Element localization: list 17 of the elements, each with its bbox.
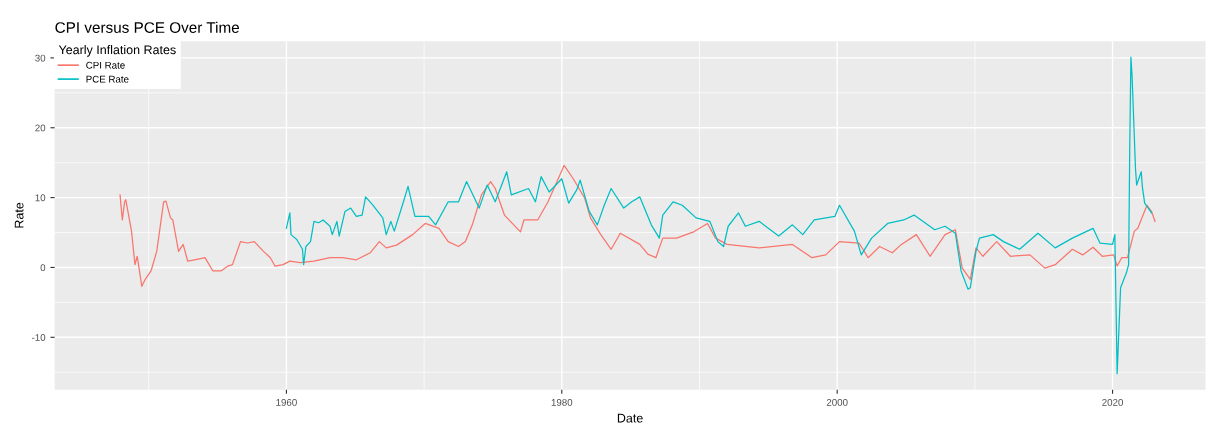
x-tick-label: 1960 bbox=[276, 398, 297, 406]
x-axis-title: Date bbox=[617, 413, 643, 423]
y-tick-label: 20 bbox=[35, 124, 46, 132]
x-tick-label: 2000 bbox=[826, 398, 848, 406]
y-tick-label: -10 bbox=[31, 334, 46, 341]
x-tick-label: 2020 bbox=[1102, 398, 1123, 406]
legend-title: Yearly Inflation Rates bbox=[58, 45, 176, 57]
line-series bbox=[119, 164, 1156, 287]
legend-label: PCE Rate bbox=[86, 75, 129, 83]
y-tick-label: 0 bbox=[40, 264, 46, 272]
line-series bbox=[285, 56, 1153, 375]
legend-label: CPI Rate bbox=[86, 61, 125, 69]
y-tick-label: 30 bbox=[35, 54, 46, 62]
y-tick-label: 10 bbox=[35, 194, 46, 202]
chart-title: CPI versus PCE Over Time bbox=[55, 21, 240, 33]
x-tick-label: 1980 bbox=[551, 398, 573, 406]
y-axis-title: Rate bbox=[14, 202, 24, 228]
